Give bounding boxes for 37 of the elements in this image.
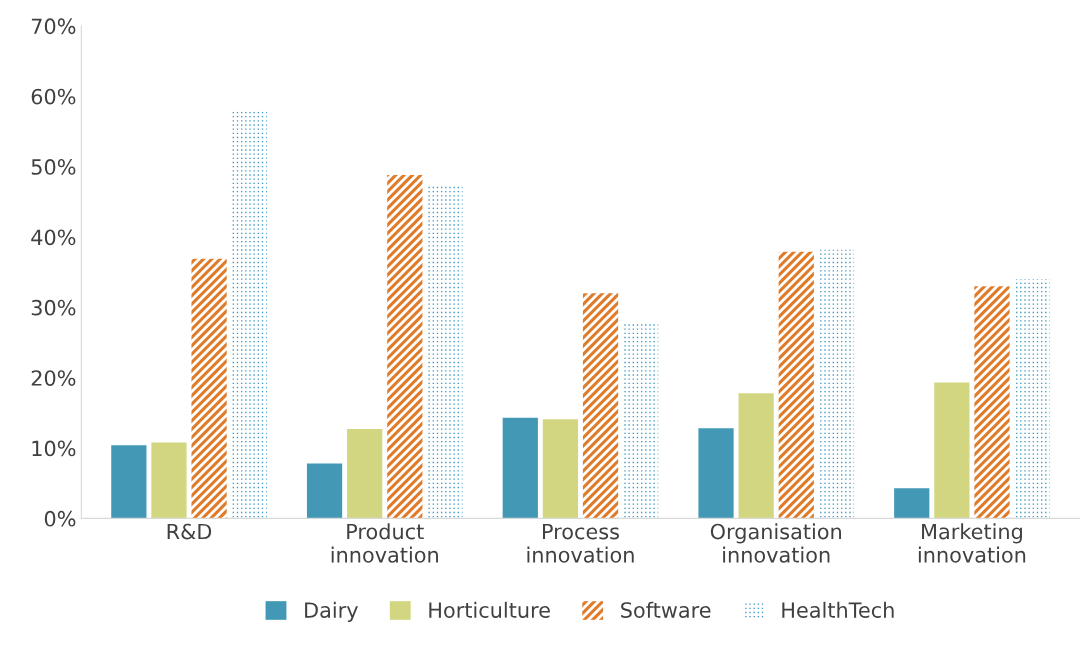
y-tick-label: 20% — [31, 370, 76, 386]
bar — [623, 322, 659, 519]
bar — [778, 251, 814, 519]
y-tick-label: 30% — [31, 299, 76, 316]
y-tick-label: 50% — [31, 159, 76, 175]
legend-label: Horticulture — [429, 601, 550, 618]
legend-label: HealthTech — [782, 601, 894, 618]
legend-label: Software — [621, 601, 711, 618]
x-tick-label: Process innovation — [527, 523, 634, 563]
y-tick-label: 60% — [31, 88, 76, 105]
legend-label: Dairy — [305, 601, 358, 622]
bar — [502, 417, 538, 519]
x-tick-label: R&D — [167, 523, 212, 540]
y-tick-label: 70% — [31, 18, 76, 35]
bar — [1014, 279, 1050, 519]
bar — [738, 393, 774, 519]
bar — [582, 293, 619, 519]
bar — [387, 175, 423, 519]
y-tick-label: 10% — [32, 440, 76, 457]
bar — [894, 488, 930, 519]
bar — [306, 463, 343, 519]
bar — [231, 111, 267, 519]
y-tick-label: 40% — [31, 229, 76, 246]
bar — [974, 286, 1010, 519]
bar — [818, 249, 854, 519]
bar — [427, 184, 463, 519]
bar — [934, 382, 970, 519]
x-tick-label: Product innovation — [331, 523, 438, 563]
bar — [111, 445, 147, 519]
bar — [191, 258, 227, 519]
y-tick-label: 0% — [44, 510, 76, 527]
bar — [542, 419, 579, 519]
bar — [698, 428, 734, 519]
x-tick-label: Organisation innovation — [710, 523, 841, 563]
bar — [347, 429, 383, 519]
bar — [151, 442, 187, 519]
x-tick-label: Marketing innovation — [918, 523, 1026, 563]
